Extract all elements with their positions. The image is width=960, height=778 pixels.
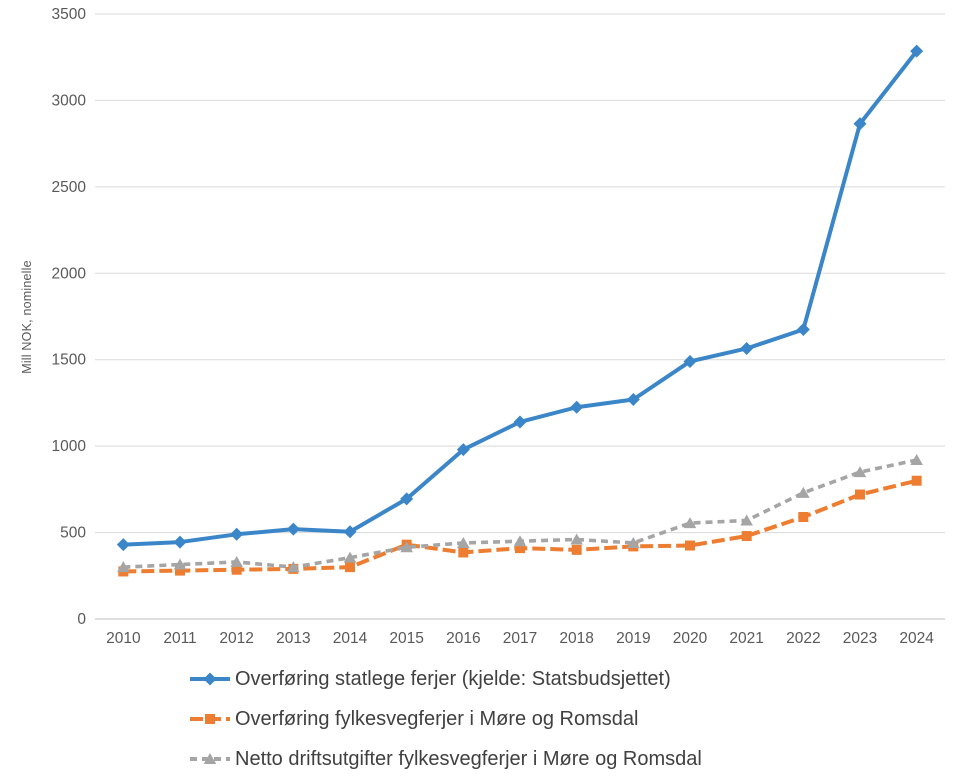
data-point-marker-diamond — [740, 341, 754, 355]
data-point-marker-square — [345, 562, 355, 573]
legend-swatch-marker — [203, 753, 217, 764]
data-point-marker-diamond — [626, 392, 640, 406]
data-point-marker-triangle — [457, 536, 470, 548]
data-point-marker-square — [911, 475, 922, 486]
x-tick-label: 2022 — [786, 630, 820, 647]
x-tick-label: 2017 — [503, 630, 537, 647]
y-tick-label: 3500 — [52, 6, 87, 23]
data-point-marker-square — [798, 512, 809, 523]
data-point-marker-diamond — [683, 354, 697, 368]
x-tick-label: 2015 — [389, 630, 423, 647]
y-tick-label: 0 — [77, 611, 86, 628]
legend-label: Overføring statlege ferjer (kjelde: Stat… — [235, 667, 671, 690]
x-tick-label: 2011 — [163, 630, 196, 647]
data-point-marker-triangle — [797, 486, 810, 498]
x-tick-label: 2014 — [333, 630, 368, 647]
data-point-marker-triangle — [173, 558, 187, 570]
legend-label: Overføring fylkesvegferjer i Møre og Rom… — [235, 707, 639, 730]
x-tick-label: 2016 — [446, 630, 480, 647]
legend-item-statlege-ferjer: Overføring statlege ferjer (kjelde: Stat… — [190, 659, 702, 699]
data-point-marker-diamond — [513, 415, 527, 429]
data-point-marker-square — [855, 489, 865, 500]
data-point-marker-triangle — [910, 453, 923, 465]
data-point-marker-square — [571, 544, 582, 555]
data-point-marker-diamond — [456, 443, 470, 457]
legend-swatch-marker — [205, 714, 215, 724]
x-tick-label: 2012 — [219, 630, 253, 647]
data-point-marker-triangle — [627, 536, 640, 548]
x-tick-label: 2024 — [899, 630, 934, 647]
x-tick-label: 2018 — [559, 630, 593, 647]
data-point-marker-triangle — [683, 517, 697, 529]
y-tick-label: 1000 — [52, 438, 87, 455]
data-point-marker-square — [458, 547, 469, 558]
y-tick-label: 3000 — [52, 92, 87, 109]
data-point-marker-diamond — [853, 117, 867, 131]
legend-swatch-marker — [203, 672, 217, 686]
x-tick-label: 2013 — [276, 630, 310, 647]
data-point-marker-square — [685, 540, 695, 551]
y-tick-label: 2500 — [52, 179, 87, 196]
y-tick-label: 1500 — [52, 352, 87, 369]
data-point-marker-triangle — [400, 541, 413, 553]
data-point-marker-triangle — [740, 514, 753, 526]
data-point-marker-diamond — [400, 492, 414, 506]
x-tick-label: 2021 — [729, 630, 763, 647]
series-line-diamond — [123, 49, 919, 547]
legend-item-netto-driftsutgifter: Netto driftsutgifter fylkesvegferjer i M… — [190, 739, 702, 778]
data-point-marker-diamond — [796, 322, 810, 336]
data-point-marker-triangle — [343, 551, 357, 563]
data-point-marker-triangle — [117, 561, 130, 573]
data-point-marker-triangle — [287, 561, 300, 573]
y-tick-label: 500 — [60, 525, 86, 542]
data-point-marker-diamond — [116, 538, 130, 552]
x-tick-label: 2019 — [616, 630, 650, 647]
legend-item-fylkesvegferjer-overforing: Overføring fylkesvegferjer i Møre og Rom… — [190, 699, 702, 739]
data-point-marker-diamond — [230, 527, 244, 541]
data-point-marker-diamond — [570, 400, 584, 414]
data-point-marker-diamond — [173, 535, 187, 549]
data-point-marker-triangle — [230, 555, 243, 567]
x-tick-label: 2020 — [673, 630, 708, 647]
data-point-marker-diamond — [286, 522, 300, 536]
data-point-marker-square — [741, 531, 752, 542]
data-point-marker-square — [231, 564, 242, 575]
y-tick-label: 2000 — [52, 265, 87, 282]
data-point-marker-diamond — [910, 44, 924, 58]
legend-swatch-orange-square — [190, 714, 230, 724]
legend-swatch-blue-diamond — [190, 672, 230, 686]
data-point-marker-triangle — [513, 535, 527, 547]
legend-label: Netto driftsutgifter fylkesvegferjer i M… — [235, 747, 702, 770]
line-chart-plot-area: 0 500 1000 1500 2000 2500 3000 3500 2010 2011 2012… — [52, 6, 945, 647]
chart-legend: Overføring statlege ferjer (kjelde: Stat… — [190, 659, 702, 778]
legend-swatch-gray-triangle — [190, 753, 230, 764]
data-point-marker-triangle — [570, 533, 583, 545]
x-tick-label: 2023 — [843, 630, 877, 647]
data-point-marker-triangle — [853, 466, 867, 478]
data-point-marker-diamond — [343, 525, 357, 539]
x-tick-label: 2010 — [106, 630, 141, 647]
